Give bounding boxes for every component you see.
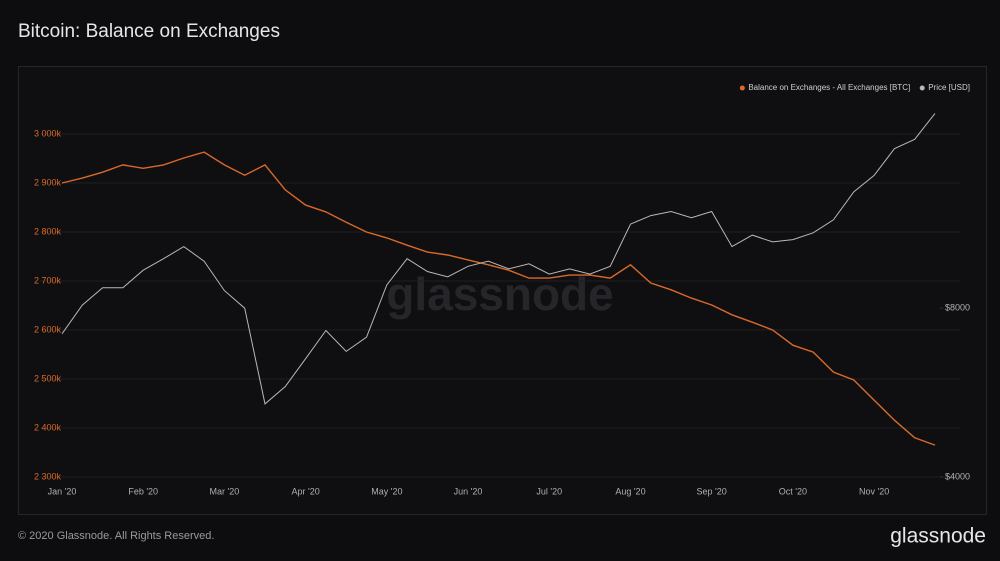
x-tick-label: Sep '20 bbox=[697, 486, 727, 496]
y-tick-label: 2 300k bbox=[34, 471, 62, 481]
footer: © 2020 Glassnode. All Rights Reserved. bbox=[18, 530, 214, 542]
y-tick-label: 2 600k bbox=[34, 324, 62, 334]
series-line bbox=[61, 113, 936, 405]
x-tick-label: Jan '20 bbox=[48, 486, 77, 496]
x-tick-label: Nov '20 bbox=[859, 486, 889, 496]
x-tick-label: Oct '20 bbox=[779, 486, 807, 496]
chart-title: Bitcoin: Balance on Exchanges bbox=[18, 21, 280, 42]
y-tick-label: 2 700k bbox=[34, 275, 62, 285]
brand-logo: glassnode bbox=[890, 525, 986, 548]
legend-label: Price [USD] bbox=[928, 83, 970, 92]
x-tick-label: May '20 bbox=[371, 486, 402, 496]
y-tick-label: 2 500k bbox=[34, 373, 62, 383]
x-tick-label: Mar '20 bbox=[210, 486, 240, 496]
y-tick-label: 2 900k bbox=[34, 177, 62, 187]
watermark: glassnode bbox=[386, 268, 614, 320]
x-tick-label: Jul '20 bbox=[536, 486, 562, 496]
x-tick-label: Jun '20 bbox=[454, 486, 483, 496]
legend-label: Balance on Exchanges - All Exchanges [BT… bbox=[748, 83, 910, 92]
series-line bbox=[61, 151, 936, 446]
y2-tick-label: $4000 bbox=[945, 471, 970, 481]
x-tick-label: Apr '20 bbox=[292, 486, 320, 496]
x-tick-label: Aug '20 bbox=[615, 486, 645, 496]
legend-swatch bbox=[739, 85, 745, 91]
legend-swatch bbox=[919, 85, 925, 91]
y-tick-label: 3 000k bbox=[34, 128, 62, 138]
y2-tick-label: $8000 bbox=[945, 303, 970, 313]
y-tick-label: 2 400k bbox=[34, 422, 62, 432]
y-tick-label: 2 800k bbox=[34, 226, 62, 236]
chart-frame bbox=[18, 66, 987, 515]
x-tick-label: Feb '20 bbox=[128, 486, 158, 496]
